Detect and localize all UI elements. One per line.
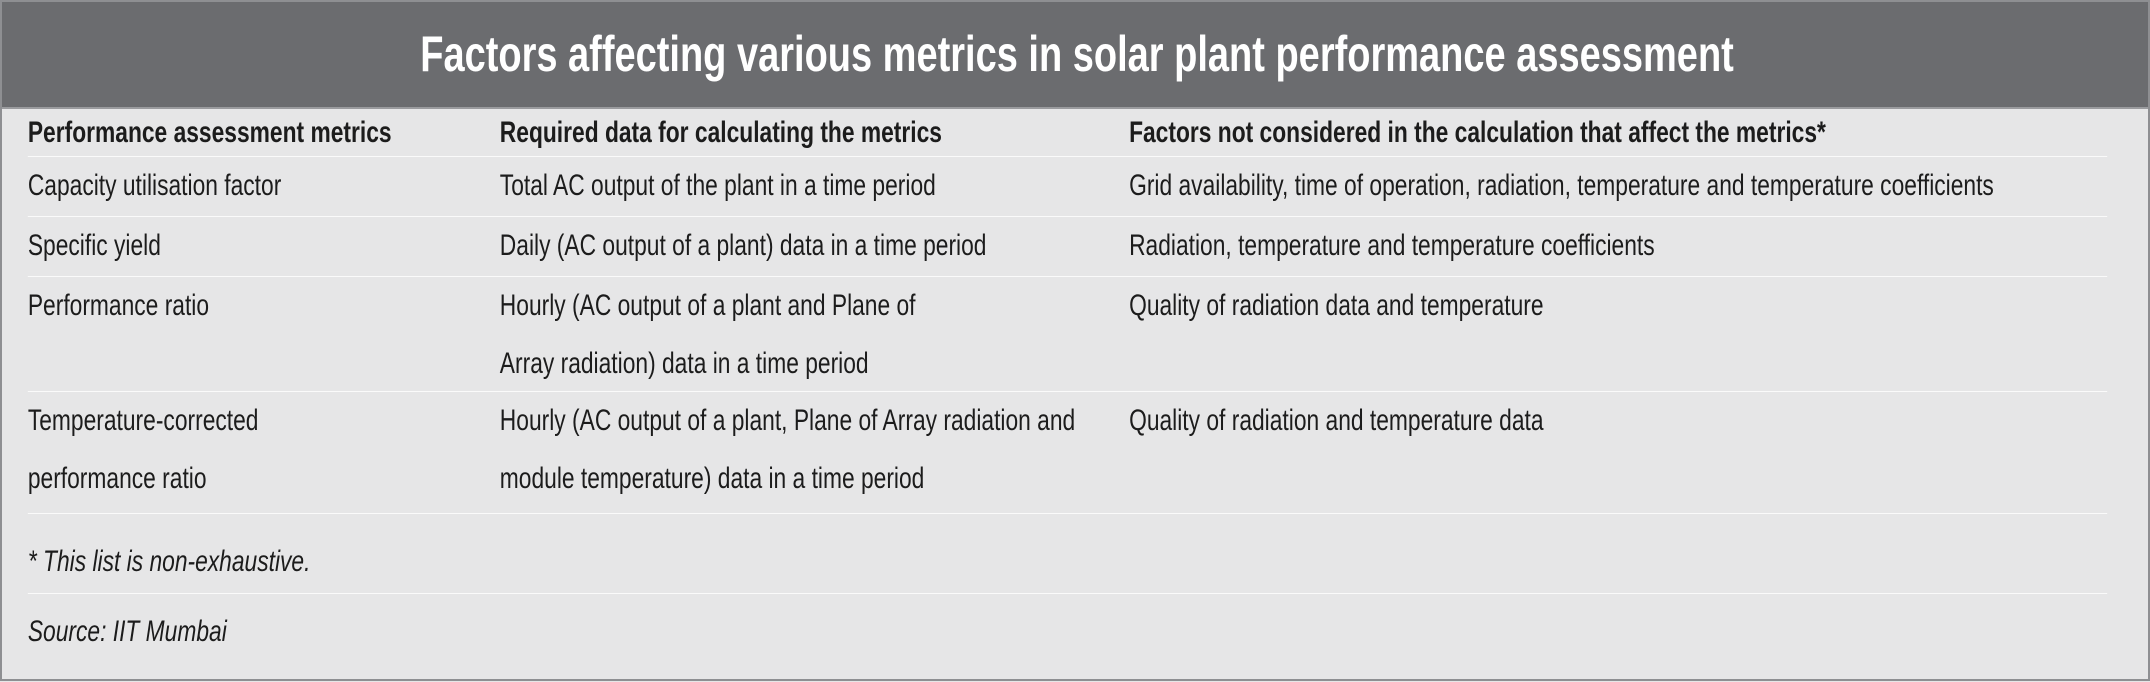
footnote-row: * This list is non-exhaustive. [27,514,2108,594]
table-row: Performance ratio Hourly (AC output of a… [27,277,2108,392]
data-table: Performance assessment metrics Required … [2,109,2150,682]
required-data-cell: Hourly (AC output of a plant and Plane o… [499,289,916,380]
metric-cell: Capacity utilisation factor [27,169,282,202]
metric-cell: Performance ratio [27,289,210,322]
metric-cell: Temperature-corrected performance ratio [27,404,259,495]
title-bar: Factors affecting various metrics in sol… [2,2,2148,109]
required-data-cell: Total AC output of the plant in a time p… [499,169,936,202]
factors-cell: Quality of radiation data and temperatur… [1129,289,1544,322]
factors-cell: Quality of radiation and temperature dat… [1129,404,1544,437]
required-data-cell: Hourly (AC output of a plant, Plane of A… [499,404,1076,495]
factors-cell: Grid availability, time of operation, ra… [1129,169,1994,202]
required-data-cell: Daily (AC output of a plant) data in a t… [499,229,987,262]
factors-cell: Radiation, temperature and temperature c… [1129,229,1655,262]
table-row: Specific yield Daily (AC output of a pla… [27,217,2108,277]
metric-cell: Specific yield [27,229,161,262]
table-title: Factors affecting various metrics in sol… [420,26,1734,82]
table-row: Capacity utilisation factor Total AC out… [27,157,2108,217]
source-note: Source: IIT Mumbai [27,615,227,648]
column-header: Required data for calculating the metric… [499,116,942,149]
footnote: * This list is non-exhaustive. [27,545,311,578]
column-header: Factors not considered in the calculatio… [1129,116,1826,149]
table-header-row: Performance assessment metrics Required … [27,109,2108,157]
source-row: Source: IIT Mumbai [28,594,2107,682]
table-row: Temperature-corrected performance ratio … [27,392,2108,514]
column-header: Performance assessment metrics [27,116,392,149]
